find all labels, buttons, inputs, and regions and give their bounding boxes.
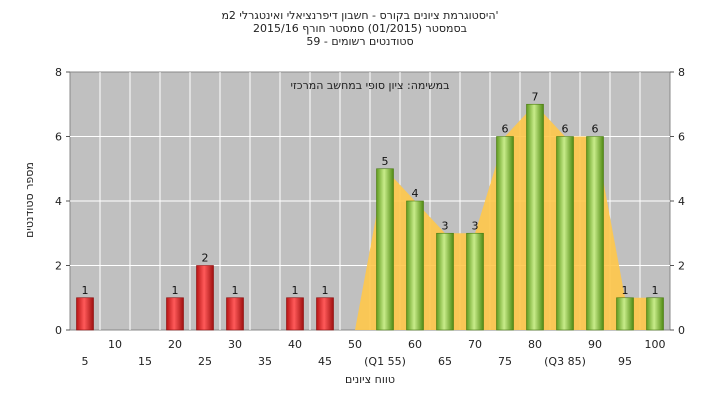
bar-100 <box>646 297 664 331</box>
bar-55 <box>376 168 394 331</box>
bar-value-label-45: 1 <box>322 284 329 297</box>
x-tick-label: 100 <box>645 338 666 351</box>
bar-95 <box>616 297 634 331</box>
y-axis-label: מספר סטודנטים <box>23 162 36 238</box>
x-tick-label: 90 <box>588 338 602 351</box>
bar-60 <box>406 200 424 331</box>
bar-value-label-95: 1 <box>622 284 629 297</box>
bar-value-label-55: 5 <box>382 155 389 168</box>
bar-value-label-65: 3 <box>442 219 449 232</box>
bar-45 <box>316 297 334 331</box>
y-tick-label-right: 8 <box>678 66 685 79</box>
bar-value-label-90: 6 <box>592 123 599 136</box>
bar-75 <box>496 136 514 331</box>
bar-30 <box>226 297 244 331</box>
chart-subtitle: במשימה: ציון סופי במחשב המרכזי <box>290 79 449 92</box>
bar-value-label-70: 3 <box>472 219 479 232</box>
x-tick-label: 25 <box>198 355 212 368</box>
bar-value-label-40: 1 <box>292 284 299 297</box>
bar-value-label-80: 7 <box>532 90 539 103</box>
bar-20 <box>166 297 184 331</box>
y-tick-label-left: 8 <box>55 66 62 79</box>
y-tick-label-left: 4 <box>55 195 62 208</box>
y-tick-label-right: 2 <box>678 260 685 273</box>
x-tick-label: 95 <box>618 355 632 368</box>
y-tick-label-right: 6 <box>678 131 685 144</box>
x-tick-label: 30 <box>228 338 242 351</box>
bar-90 <box>586 136 604 331</box>
y-tick-label-left: 2 <box>55 260 62 273</box>
bar-85 <box>556 136 574 331</box>
bar-value-label-60: 4 <box>412 187 419 200</box>
x-tick-label: 60 <box>408 338 422 351</box>
x-tick-label: (Q3 85) <box>544 355 586 368</box>
x-tick-label: 15 <box>138 355 152 368</box>
y-tick-label-right: 0 <box>678 324 685 337</box>
y-tick-label-left: 6 <box>55 131 62 144</box>
chart-title-line2: בסמסטר (01/2015) סמסטר חורף 2015/16 <box>253 22 467 35</box>
y-tick-label-right: 4 <box>678 195 685 208</box>
bar-70 <box>466 232 484 331</box>
x-tick-label: 10 <box>108 338 122 351</box>
x-axis-label: טווח ציונים <box>345 373 395 386</box>
chart-title-line1: היסטוגרמת ציונים בקורס - חשבון דיפרנציאל… <box>221 9 499 22</box>
x-tick-label: 45 <box>318 355 332 368</box>
x-tick-label: 75 <box>498 355 512 368</box>
bar-value-label-25: 2 <box>202 252 209 265</box>
bar-25 <box>196 265 214 331</box>
bar-80 <box>526 103 544 331</box>
bar-value-label-75: 6 <box>502 123 509 136</box>
x-tick-label: 5 <box>82 355 89 368</box>
y-tick-label-left: 0 <box>55 324 62 337</box>
x-tick-label: 65 <box>438 355 452 368</box>
x-tick-label: (Q1 55) <box>364 355 406 368</box>
bar-value-label-85: 6 <box>562 123 569 136</box>
bar-value-label-100: 1 <box>652 284 659 297</box>
chart-title-line3: 59 - סטודנטים רשומים <box>306 35 414 48</box>
x-tick-label: 40 <box>288 338 302 351</box>
bar-40 <box>286 297 304 331</box>
x-tick-label: 35 <box>258 355 272 368</box>
x-tick-label: 70 <box>468 338 482 351</box>
x-tick-label: 50 <box>348 338 362 351</box>
x-tick-label: 80 <box>528 338 542 351</box>
bar-5 <box>76 297 94 331</box>
bar-value-label-20: 1 <box>172 284 179 297</box>
bar-value-label-5: 1 <box>82 284 89 297</box>
x-tick-label: 20 <box>168 338 182 351</box>
bar-value-label-30: 1 <box>232 284 239 297</box>
bar-65 <box>436 232 454 331</box>
